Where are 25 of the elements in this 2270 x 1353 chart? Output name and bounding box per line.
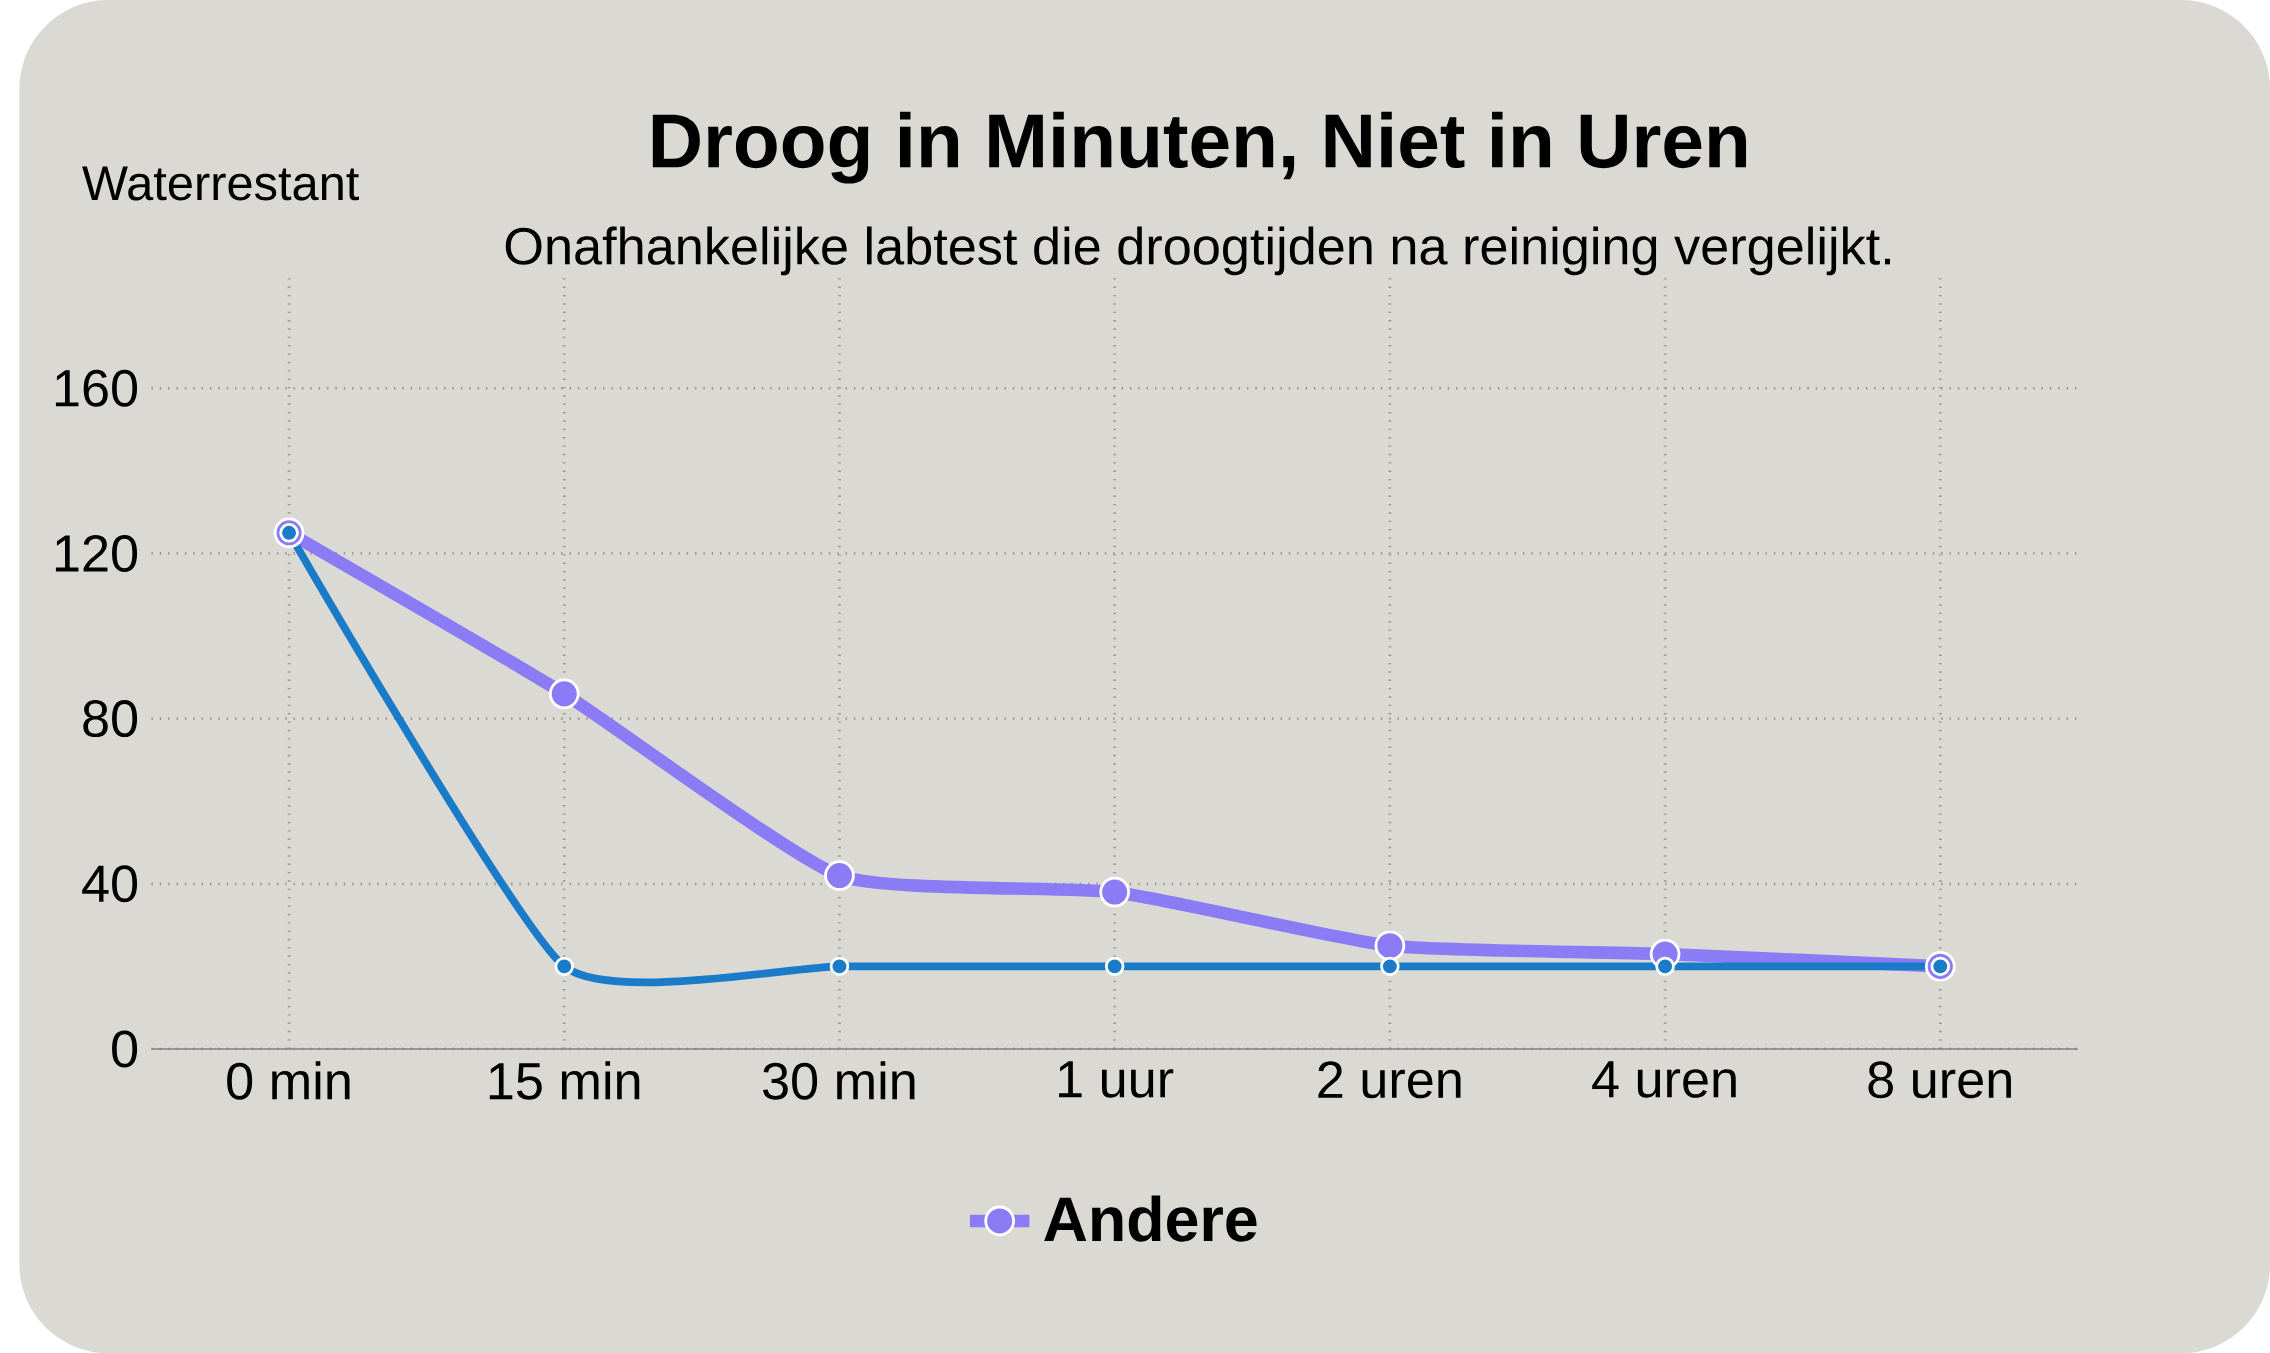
point <box>1104 956 1125 976</box>
point <box>1374 930 1406 961</box>
y-tick-label: 0 <box>112 1030 138 1068</box>
point <box>548 678 580 710</box>
x-tick-label: 1 uur <box>1059 1061 1174 1098</box>
y-tick-label: 40 <box>82 865 138 903</box>
point <box>829 956 850 976</box>
point <box>1099 876 1131 908</box>
y-tick-label: 120 <box>55 534 138 572</box>
y-axis-title: Waterrestant <box>82 166 360 201</box>
x-tick-label: 4 uren <box>1592 1061 1736 1098</box>
point <box>824 860 855 891</box>
chart-subtitle: Onafhankelijke labtest die droogtijden na reiniging vergelijkt. <box>505 226 1890 275</box>
y-tick-label: 80 <box>83 699 138 737</box>
legend-label: Andere <box>1044 1195 1257 1242</box>
x-tick-label: 8 uren <box>1868 1061 2011 1099</box>
chart-title: Droog in Minuten, Niet in Uren <box>652 111 1747 184</box>
x-tick-label: 0 min <box>227 1061 350 1100</box>
point <box>1655 956 1675 976</box>
y-tick-label: 160 <box>55 369 138 407</box>
x-tick-label: 15 min <box>489 1061 640 1100</box>
x-tick-label: 2 uren <box>1318 1061 1461 1099</box>
x-tick-label: 30 min <box>762 1061 915 1100</box>
point <box>554 956 575 976</box>
point <box>1380 956 1400 976</box>
